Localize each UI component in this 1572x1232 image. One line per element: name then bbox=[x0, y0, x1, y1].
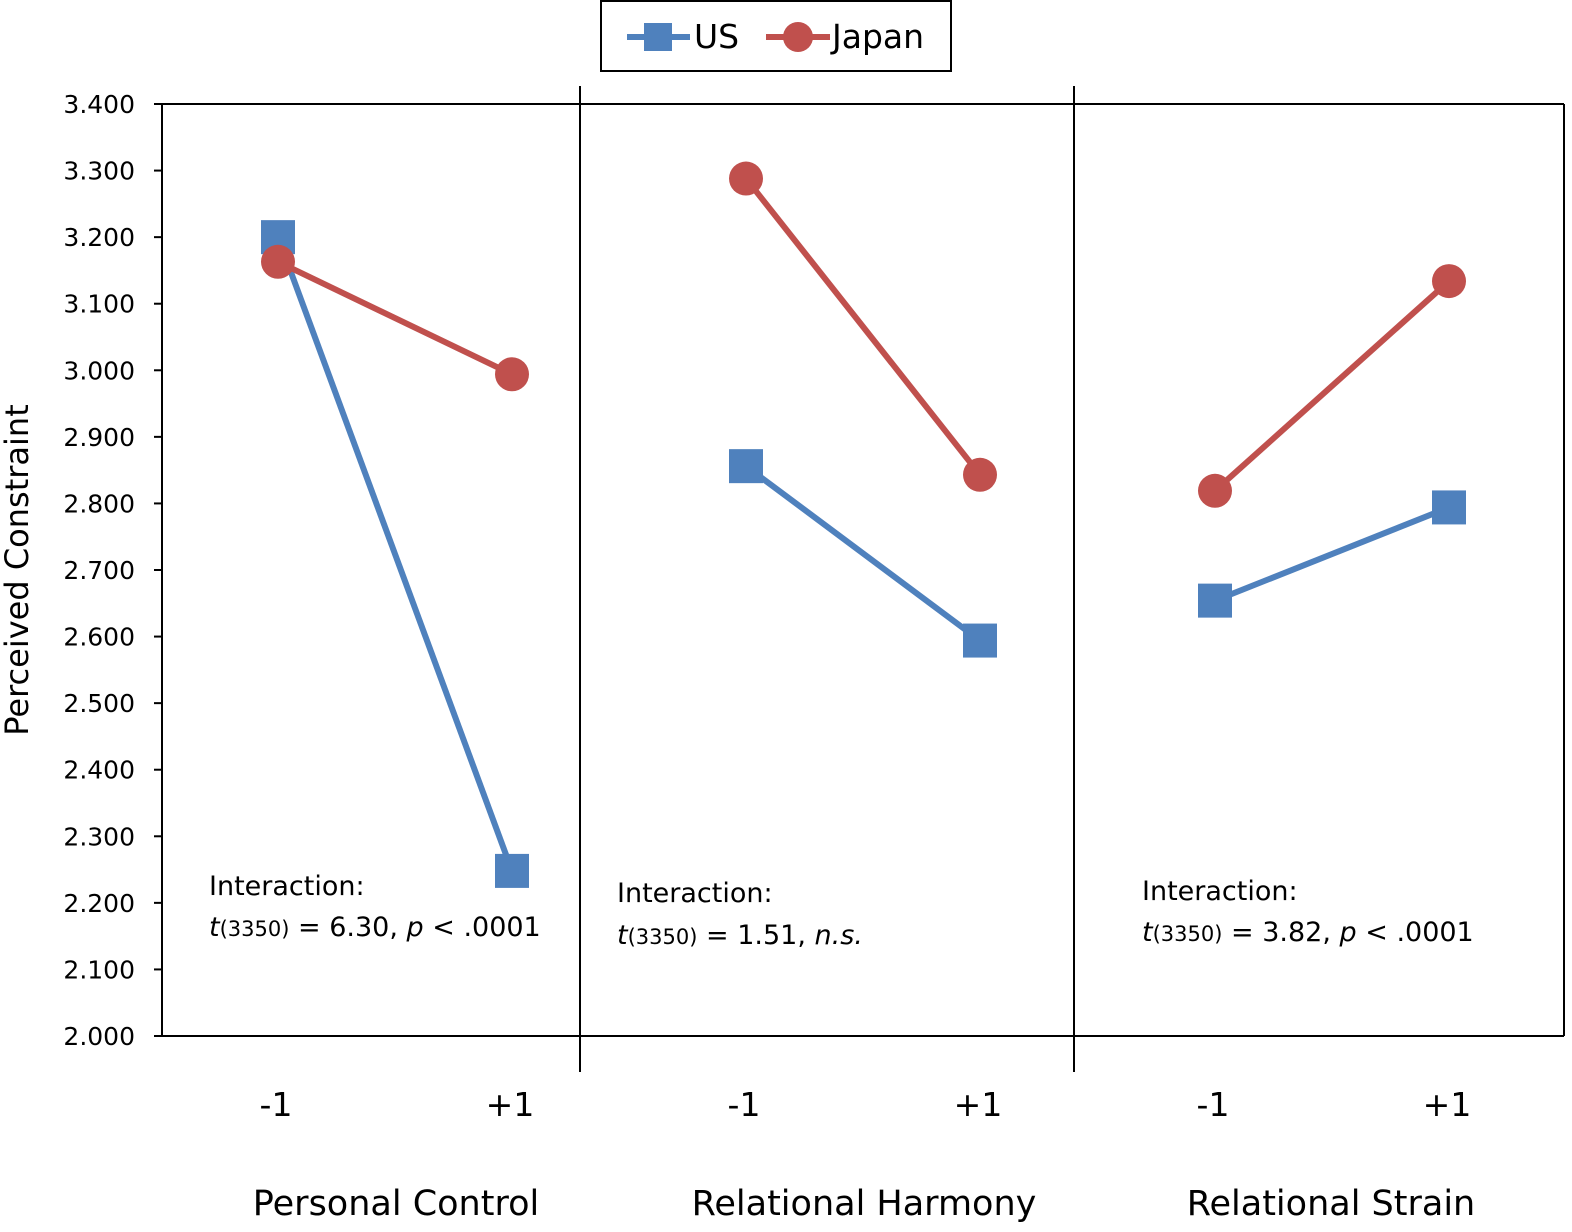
stat-part-df: (3350) bbox=[1153, 922, 1223, 946]
interaction-stat: t(3350) = 3.82, p < .0001 bbox=[1142, 917, 1474, 948]
data-point-us bbox=[1432, 490, 1466, 525]
series-line-us bbox=[1213, 504, 1451, 604]
y-tick-label: 3.200 bbox=[63, 223, 135, 252]
stat-part-t: t bbox=[1142, 917, 1154, 948]
data-point-japan bbox=[963, 457, 997, 492]
y-tick-label: 3.300 bbox=[63, 157, 135, 186]
panel-dividers bbox=[579, 86, 1075, 1072]
series-line-us bbox=[744, 463, 982, 643]
y-tick-label: 2.600 bbox=[63, 623, 135, 652]
data-point-japan bbox=[1432, 264, 1466, 299]
y-tick-label: 2.400 bbox=[63, 756, 135, 785]
y-tick-label: 2.100 bbox=[63, 955, 135, 984]
panel-relational-strain: -1 +1 Relational Strain Interaction: t(3350)… bbox=[1142, 264, 1475, 1224]
data-point-japan bbox=[261, 244, 295, 279]
panel-personal-control: -1 +1 Personal Control Interaction: t(3350) … bbox=[209, 220, 541, 1224]
data-point-us bbox=[495, 853, 529, 888]
legend-japan-marker bbox=[783, 22, 813, 52]
stat-part-df: (3350) bbox=[220, 917, 290, 941]
x-tick-label: -1 bbox=[728, 1085, 761, 1124]
plot-frame bbox=[161, 103, 1565, 1037]
y-tick-label: 2.000 bbox=[63, 1022, 135, 1051]
interaction-stat: t(3350) = 6.30, p < .0001 bbox=[209, 912, 541, 943]
data-point-us bbox=[963, 623, 997, 658]
panel-label: Personal Control bbox=[253, 1184, 539, 1224]
data-point-japan bbox=[495, 357, 529, 392]
legend: US Japan bbox=[600, 0, 952, 72]
legend-us-marker bbox=[644, 23, 672, 51]
interaction-label: Interaction: bbox=[209, 871, 365, 902]
legend-japan-label: Japan bbox=[830, 17, 924, 56]
panel-label: Relational Harmony bbox=[692, 1184, 1037, 1224]
stat-part-t: t bbox=[617, 920, 629, 951]
interaction-label: Interaction: bbox=[617, 878, 773, 909]
data-point-us bbox=[729, 449, 763, 484]
stat-part-sig-italic: n.s. bbox=[815, 920, 863, 951]
x-tick-label: +1 bbox=[486, 1085, 535, 1124]
data-point-us bbox=[1198, 583, 1232, 618]
series-line-japan bbox=[276, 259, 514, 377]
y-tick-label: 2.700 bbox=[63, 556, 135, 585]
stat-part-sig-rest: < .0001 bbox=[1357, 917, 1474, 948]
stat-part-sig-rest: < .0001 bbox=[424, 912, 541, 943]
stat-part-sig-italic: p bbox=[406, 912, 424, 943]
series-line-japan bbox=[1212, 278, 1452, 494]
y-axis-label: Perceived Constraint bbox=[0, 404, 36, 735]
panel-relational-harmony: -1 +1 Relational Harmony Interaction: t(3350… bbox=[617, 161, 1037, 1224]
y-tick-label: 3.000 bbox=[63, 356, 135, 385]
x-tick-label: +1 bbox=[1423, 1085, 1472, 1124]
y-tick-label: 2.800 bbox=[63, 489, 135, 518]
data-point-japan bbox=[729, 161, 763, 196]
interaction-label: Interaction: bbox=[1142, 876, 1298, 907]
y-tick-label: 2.900 bbox=[63, 423, 135, 452]
panel-label: Relational Strain bbox=[1187, 1184, 1475, 1224]
stat-part-stat: = 3.82, bbox=[1222, 917, 1339, 948]
x-tick-label: -1 bbox=[260, 1085, 293, 1124]
y-tick-label: 3.400 bbox=[63, 90, 135, 119]
stat-part-t: t bbox=[209, 912, 221, 943]
stat-part-df: (3350) bbox=[628, 925, 698, 949]
stat-part-stat: = 6.30, bbox=[289, 912, 406, 943]
series-line-us bbox=[275, 236, 515, 872]
y-tick-label: 2.300 bbox=[63, 822, 135, 851]
x-tick-label: -1 bbox=[1197, 1085, 1230, 1124]
x-tick-label: +1 bbox=[954, 1085, 1003, 1124]
interaction-stat: t(3350) = 1.51, n.s. bbox=[617, 920, 863, 951]
y-axis: 2.000 2.100 2.200 2.300 2.400 2.500 2.600 2.700… bbox=[63, 90, 162, 1051]
stat-part-stat: = 1.51, bbox=[697, 920, 814, 951]
stat-part-sig-italic: p bbox=[1339, 917, 1357, 948]
data-point-japan bbox=[1198, 473, 1232, 508]
legend-us-label: US bbox=[694, 17, 739, 56]
panels: -1 +1 Personal Control Interaction: t(3350) … bbox=[209, 161, 1475, 1224]
y-tick-label: 3.100 bbox=[63, 290, 135, 319]
y-tick-label: 2.500 bbox=[63, 689, 135, 718]
y-tick-label: 2.200 bbox=[63, 889, 135, 918]
series-line-japan bbox=[743, 176, 983, 477]
